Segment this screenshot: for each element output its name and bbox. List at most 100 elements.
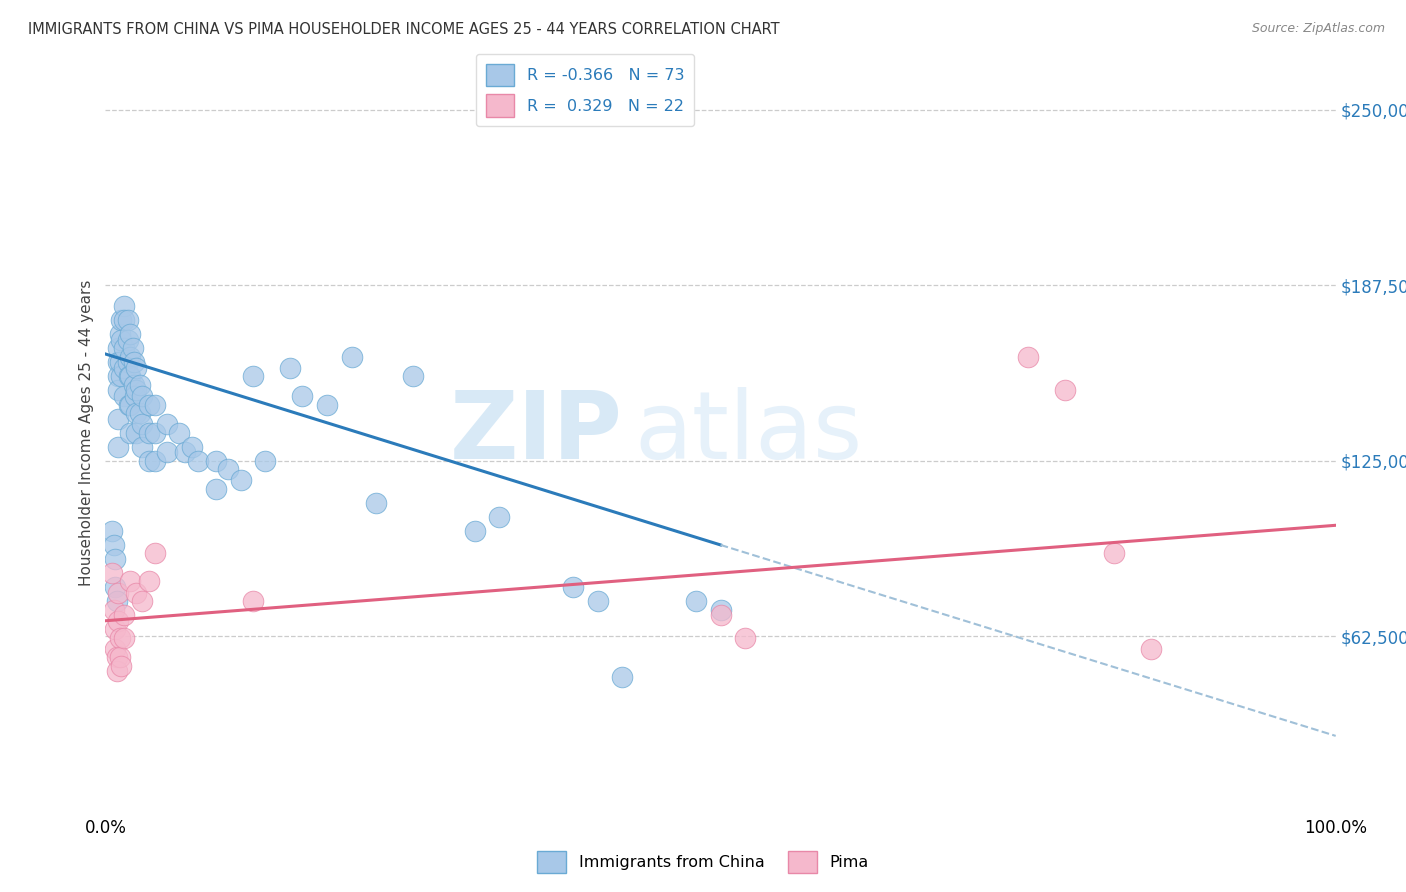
Point: [104, 580, 127, 594]
Point: [143, 398, 166, 412]
Point: [488, 509, 510, 524]
Point: [366, 496, 388, 510]
Point: [254, 453, 277, 467]
Point: [120, 425, 141, 440]
Point: [242, 369, 264, 384]
Point: [112, 361, 135, 376]
Point: [229, 474, 252, 488]
Y-axis label: Householder Income Ages 25 - 44 years: Householder Income Ages 25 - 44 years: [79, 279, 94, 586]
Point: [125, 406, 148, 420]
Point: [121, 342, 143, 356]
Point: [112, 342, 135, 356]
Point: [124, 389, 146, 403]
Point: [107, 440, 129, 454]
Point: [107, 355, 129, 369]
Point: [138, 574, 160, 589]
Point: [112, 389, 135, 403]
Point: [103, 602, 125, 616]
Point: [129, 377, 152, 392]
Point: [100, 566, 122, 580]
Point: [104, 641, 127, 656]
Point: [169, 425, 191, 440]
Point: [122, 377, 145, 392]
Point: [107, 342, 129, 356]
Point: [340, 350, 363, 364]
Point: [103, 538, 125, 552]
Point: [125, 384, 148, 398]
Point: [1102, 546, 1125, 560]
Point: [205, 482, 228, 496]
Point: [131, 440, 153, 454]
Text: Source: ZipAtlas.com: Source: ZipAtlas.com: [1251, 22, 1385, 36]
Point: [143, 546, 166, 560]
Point: [105, 665, 128, 679]
Point: [586, 594, 609, 608]
Point: [107, 369, 129, 384]
Point: [610, 670, 633, 684]
Point: [218, 462, 240, 476]
Point: [205, 453, 228, 467]
Point: [131, 594, 153, 608]
Legend: Immigrants from China, Pima: Immigrants from China, Pima: [530, 844, 876, 880]
Point: [125, 361, 148, 376]
Point: [117, 333, 139, 347]
Point: [402, 369, 425, 384]
Point: [112, 313, 135, 327]
Point: [100, 524, 122, 538]
Point: [143, 453, 166, 467]
Point: [685, 594, 707, 608]
Point: [125, 585, 148, 599]
Point: [104, 622, 127, 636]
Point: [464, 524, 486, 538]
Text: atlas: atlas: [634, 386, 863, 479]
Point: [110, 631, 132, 645]
Point: [120, 574, 141, 589]
Point: [120, 327, 141, 342]
Point: [734, 631, 756, 645]
Point: [104, 552, 127, 566]
Point: [138, 453, 160, 467]
Point: [156, 417, 179, 432]
Point: [138, 398, 160, 412]
Point: [1140, 641, 1163, 656]
Text: ZIP: ZIP: [450, 386, 621, 479]
Point: [118, 369, 141, 384]
Point: [107, 411, 129, 425]
Point: [110, 650, 132, 665]
Point: [291, 389, 314, 403]
Point: [562, 580, 585, 594]
Point: [107, 614, 129, 628]
Point: [110, 355, 132, 369]
Point: [120, 398, 141, 412]
Point: [112, 299, 135, 313]
Point: [710, 608, 733, 623]
Point: [242, 594, 264, 608]
Point: [110, 327, 132, 342]
Text: IMMIGRANTS FROM CHINA VS PIMA HOUSEHOLDER INCOME AGES 25 - 44 YEARS CORRELATION : IMMIGRANTS FROM CHINA VS PIMA HOUSEHOLDE…: [28, 22, 780, 37]
Point: [143, 425, 166, 440]
Point: [187, 453, 209, 467]
Point: [710, 602, 733, 616]
Point: [105, 594, 128, 608]
Point: [138, 425, 160, 440]
Point: [110, 658, 132, 673]
Point: [112, 608, 135, 623]
Point: [1017, 350, 1039, 364]
Point: [129, 406, 152, 420]
Point: [122, 355, 145, 369]
Point: [107, 384, 129, 398]
Point: [110, 369, 132, 384]
Point: [110, 313, 132, 327]
Point: [120, 369, 141, 384]
Legend: R = -0.366   N = 73, R =  0.329   N = 22: R = -0.366 N = 73, R = 0.329 N = 22: [477, 54, 695, 127]
Point: [278, 361, 301, 376]
Point: [125, 425, 148, 440]
Point: [1054, 384, 1077, 398]
Point: [156, 445, 179, 459]
Point: [105, 650, 128, 665]
Point: [117, 355, 139, 369]
Point: [110, 333, 132, 347]
Point: [174, 445, 197, 459]
Point: [180, 440, 202, 454]
Point: [112, 631, 135, 645]
